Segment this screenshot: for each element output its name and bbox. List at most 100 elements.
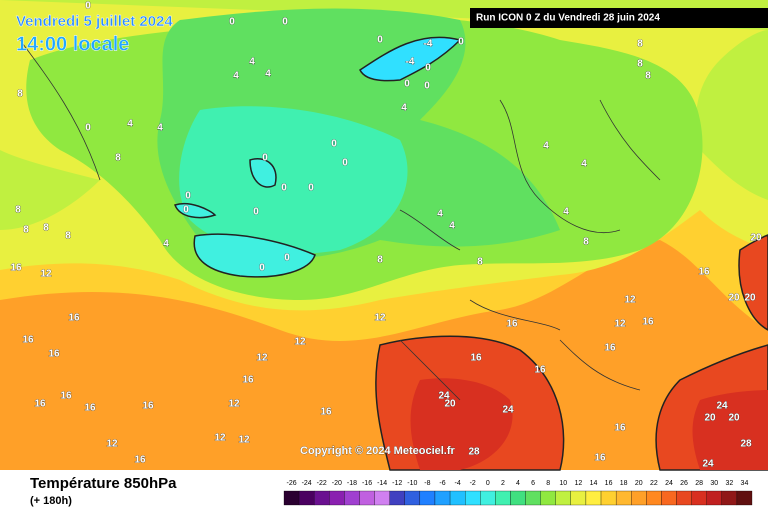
scale-swatch xyxy=(329,490,345,506)
isotherm-label: 8 xyxy=(15,205,21,216)
scale-swatch xyxy=(736,490,753,506)
isotherm-label: 8 xyxy=(23,225,29,236)
isotherm-label: 4 xyxy=(157,123,163,134)
isotherm-label: 12 xyxy=(228,399,240,410)
scale-label: 18 xyxy=(620,480,628,487)
isotherm-label: 12 xyxy=(40,269,52,280)
scale-label: 4 xyxy=(516,480,520,487)
isotherm-label: 0 xyxy=(281,183,287,194)
scale-swatch xyxy=(283,490,300,506)
isotherm-label: 0 xyxy=(185,191,191,202)
isotherm-label: 4 xyxy=(265,69,271,80)
isotherm-label: 16 xyxy=(142,401,154,412)
run-label: Run ICON 0 Z du Vendredi 28 juin 2024 xyxy=(476,13,660,24)
isotherm-label: 16 xyxy=(698,267,710,278)
isotherm-label: 12 xyxy=(624,295,636,306)
isotherm-label: 8 xyxy=(65,231,71,242)
isotherm-label: 24 xyxy=(702,459,714,470)
isotherm-label: 28 xyxy=(468,447,480,458)
zone-polar xyxy=(359,36,462,82)
scale-label: 2 xyxy=(501,480,505,487)
isotherm-label: 16 xyxy=(604,343,616,354)
isotherm-label: 4 xyxy=(449,221,455,232)
date-label: Vendredi 5 juillet 2024 xyxy=(16,13,173,30)
isotherm-label: 0 xyxy=(85,123,91,134)
isotherm-label: 16 xyxy=(594,453,606,464)
isotherm-label: 28 xyxy=(740,439,752,450)
isotherm-label: 0 xyxy=(331,139,337,150)
isotherm-label: 0 xyxy=(424,81,430,92)
isotherm-label: 12 xyxy=(294,337,306,348)
scale-swatch xyxy=(555,490,571,506)
isotherm-label: 4 xyxy=(581,159,587,170)
isotherm-label: 0 xyxy=(253,207,259,218)
isotherm-label: 16 xyxy=(242,375,254,386)
scale-label: 14 xyxy=(590,480,598,487)
scale-label: 20 xyxy=(635,480,643,487)
scale-swatch xyxy=(374,490,390,506)
scale-swatch xyxy=(646,490,662,506)
isotherm-label: 16 xyxy=(68,313,80,324)
isotherm-label: -4 xyxy=(424,39,433,50)
isotherm-label: 16 xyxy=(614,423,626,434)
isotherm-label: 0 xyxy=(308,183,314,194)
scale-label: -22 xyxy=(317,480,327,487)
scale-swatch xyxy=(631,490,647,506)
isotherm-label: 0 xyxy=(458,37,464,48)
isotherm-label: 0 xyxy=(262,153,268,164)
scale-swatch xyxy=(495,490,511,506)
scale-label: 12 xyxy=(574,480,582,487)
scale-label: 0 xyxy=(486,480,490,487)
isotherm-label: 16 xyxy=(506,319,518,330)
scale-swatch xyxy=(449,490,466,506)
isotherm-label: 12 xyxy=(374,313,386,324)
scale-label: -6 xyxy=(439,480,445,487)
isotherm-label: 12 xyxy=(238,435,250,446)
time-label: 14:00 locale xyxy=(16,33,129,55)
scale-swatch xyxy=(585,490,602,506)
isotherm-label: 0 xyxy=(229,17,235,28)
isotherm-label: 4 xyxy=(437,209,443,220)
isotherm-label: 12 xyxy=(214,433,226,444)
isotherm-label: 4 xyxy=(249,57,255,68)
coastline xyxy=(19,39,661,401)
isotherm-label: 12 xyxy=(256,353,268,364)
scale-swatch xyxy=(661,490,677,506)
scale-label: 24 xyxy=(665,480,673,487)
scale-label: -24 xyxy=(302,480,312,487)
scale-label: 22 xyxy=(650,480,658,487)
isotherm-label: 8 xyxy=(477,257,483,268)
scale-label: -26 xyxy=(286,480,296,487)
isotherm-label: 8 xyxy=(645,71,651,82)
isotherm-label: 20 xyxy=(728,413,740,424)
isotherm-label: 16 xyxy=(470,353,482,364)
isotherm-label: 24 xyxy=(502,405,514,416)
isotherm-label: 4 xyxy=(163,239,169,250)
run-box xyxy=(470,8,768,28)
scale-label: -18 xyxy=(347,480,357,487)
scale-swatch xyxy=(691,490,707,506)
scale-label: -16 xyxy=(362,480,372,487)
isotherm-label: 20 xyxy=(750,233,762,244)
isotherm-label: 20 xyxy=(704,413,716,424)
scale-swatch xyxy=(600,490,617,506)
isotherm-label: 8 xyxy=(17,89,23,100)
scale-swatch xyxy=(404,490,421,506)
isotherm-label: 16 xyxy=(10,263,22,274)
scale-label: 16 xyxy=(605,480,613,487)
scale-label: -12 xyxy=(392,480,402,487)
scale-label: 10 xyxy=(559,480,567,487)
isotherm-label: 0 xyxy=(404,79,410,90)
isotherm-label: 0 xyxy=(259,263,265,274)
scale-label: 34 xyxy=(741,480,749,487)
isotherm-label: 0 xyxy=(342,158,348,169)
scale-label: 30 xyxy=(710,480,718,487)
isotherm-label: 16 xyxy=(320,407,332,418)
scale-swatch xyxy=(359,490,375,506)
isotherm-label: 20 xyxy=(744,293,756,304)
isotherm-label: 8 xyxy=(43,223,49,234)
isotherm-label: 16 xyxy=(534,365,546,376)
isotherm-label: 4 xyxy=(233,71,239,82)
isotherm-label: 16 xyxy=(134,455,146,466)
